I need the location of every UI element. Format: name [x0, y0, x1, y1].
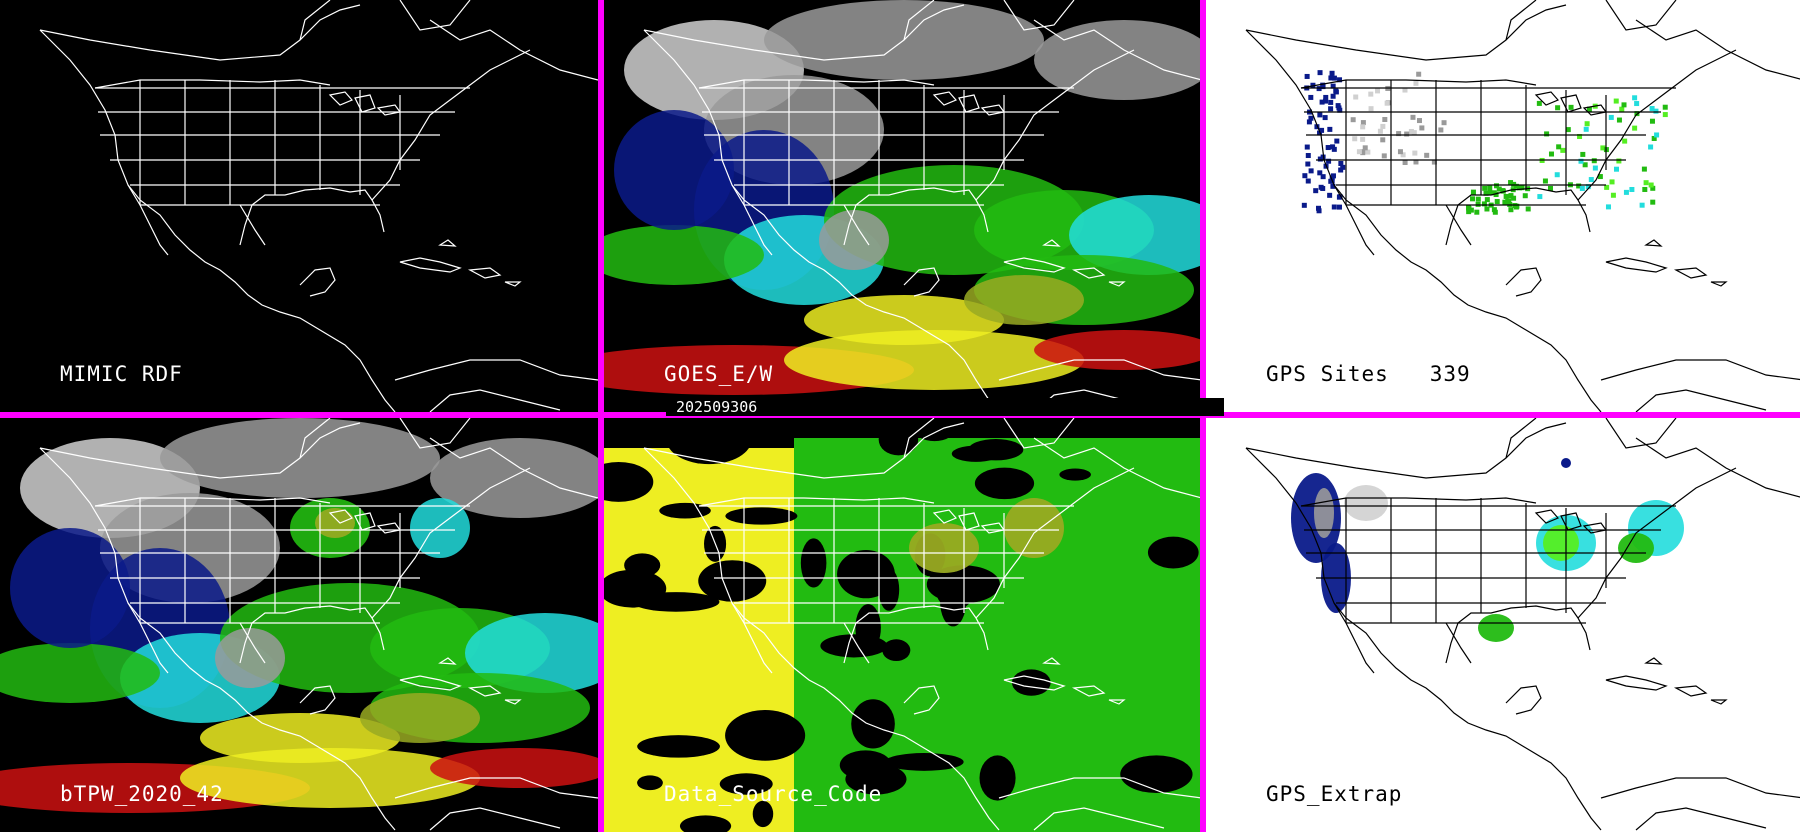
panel-gps-extrap: GPS_Extrap: [1206, 418, 1800, 832]
panel-label-mimic-rdf: MIMIC RDF: [60, 362, 183, 386]
map-outlines: [39, 418, 598, 831]
map-outlines: [39, 0, 598, 412]
data-overlay: [604, 418, 1200, 832]
map-outlines: [643, 0, 1200, 412]
map-data-source-code: [604, 418, 1200, 832]
panel-data-source-code: Data_Source_Code: [604, 418, 1200, 832]
data-overlay: [1301, 70, 1668, 215]
map-btpw-2020-42: [0, 418, 598, 831]
map-outlines: [643, 418, 1200, 831]
map-outlines: [1245, 418, 1800, 831]
map-mimic-rdf: [39, 0, 598, 412]
panel-label-gps-sites: GPS Sites 339: [1266, 362, 1471, 386]
panel-goes-e-w: GOES_E/W: [604, 0, 1200, 412]
panel-label-btpw-2020-42: bTPW_2020_42: [60, 782, 224, 806]
panel-mimic-rdf: MIMIC RDF: [0, 0, 598, 412]
map-outlines: [1245, 0, 1800, 412]
timestamp-bar: 202509306: [666, 398, 1224, 416]
data-overlay: [0, 418, 598, 813]
data-overlay: [1291, 458, 1684, 642]
panel-gps-sites: GPS Sites 339: [1206, 0, 1800, 412]
panel-label-data-source-code: Data_Source_Code: [664, 782, 883, 806]
data-overlay: [604, 0, 1200, 395]
map-gps-extrap: [1245, 418, 1800, 831]
panel-btpw-2020-42: bTPW_2020_42: [0, 418, 598, 832]
map-goes-e-w: [604, 0, 1200, 412]
map-gps-sites: [1245, 0, 1800, 412]
panel-label-goes-e-w: GOES_E/W: [664, 362, 774, 386]
panel-label-gps-extrap: GPS_Extrap: [1266, 782, 1403, 806]
